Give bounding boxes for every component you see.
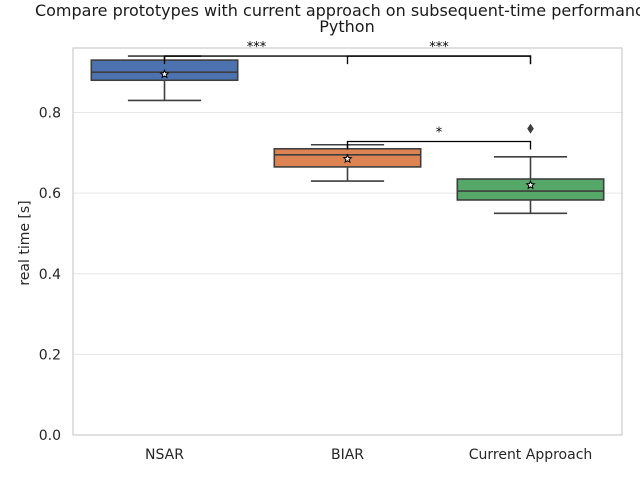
bracket-line xyxy=(346,140,532,150)
x-tick-label: Current Approach xyxy=(469,447,593,463)
significance-annotations: *** **** xyxy=(163,40,532,150)
y-axis-ticks: 0.0 0.2 0.4 0.6 0.8 xyxy=(39,106,61,445)
outlier-marker xyxy=(527,123,534,134)
significance-label: * xyxy=(436,126,443,141)
y-tick-label: 0.8 xyxy=(39,106,61,122)
box-0 xyxy=(90,55,239,102)
box-iqr xyxy=(456,178,605,201)
box-1 xyxy=(273,143,422,182)
significance-bracket: * xyxy=(346,126,532,150)
chart-title-line-2: Python xyxy=(319,17,374,36)
bracket-line xyxy=(346,55,532,65)
y-tick-label: 0.2 xyxy=(39,347,61,363)
chart-title-line-1: Compare prototypes with current approach… xyxy=(35,1,640,20)
mean-marker xyxy=(342,153,353,164)
y-tick-label: 0.6 xyxy=(39,186,61,202)
significance-bracket: *** xyxy=(346,40,532,65)
x-tick-label: NSAR xyxy=(145,447,184,463)
box-series xyxy=(90,55,605,215)
y-tick-label: 0.0 xyxy=(39,428,61,444)
y-tick-label: 0.4 xyxy=(39,267,61,283)
plot-area-frame xyxy=(72,47,623,436)
x-tick-label: BIAR xyxy=(331,447,364,463)
y-axis-label: real time [s] xyxy=(17,200,33,285)
box-2 xyxy=(456,123,605,215)
significance-label: *** xyxy=(247,40,267,55)
x-axis-ticks: NSAR BIAR Current Approach xyxy=(145,447,592,463)
mean-marker xyxy=(525,179,536,190)
significance-label: *** xyxy=(429,40,449,55)
mean-marker xyxy=(159,68,170,79)
